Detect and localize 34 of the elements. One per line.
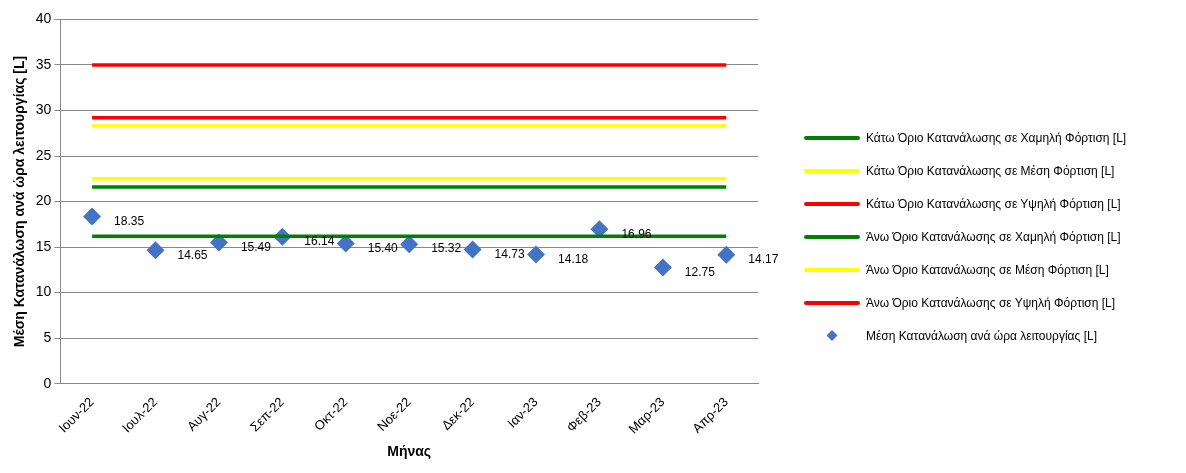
legend-label: Άνω Όριο Κατανάλωσης σε Μέση Φόρτιση [L] (866, 262, 1109, 277)
x-axis-title: Μήνας (387, 443, 432, 460)
y-tick-label: 0 (43, 374, 52, 391)
data-label: 14.73 (494, 246, 525, 261)
data-label: 16.14 (304, 234, 335, 249)
point (463, 240, 482, 259)
point (146, 241, 165, 260)
y-tick-label: 5 (43, 329, 52, 346)
data-label: 14.18 (558, 251, 589, 266)
legend-label: Κάτω Όριο Κατανάλωσης σε Μέση Φόρτιση [L] (866, 163, 1115, 178)
y-tick-label: 40 (35, 10, 52, 27)
data-label: 14.17 (748, 251, 779, 266)
legend-label: Άνω Όριο Κατανάλωσης σε Χαμηλή Φόρτιση [L] (866, 229, 1121, 244)
y-tick-label: 25 (35, 146, 52, 163)
legend-label: Άνω Όριο Κατανάλωσης σε Υψηλή Φόρτιση [L] (866, 295, 1116, 310)
data-label: 12.75 (684, 264, 716, 279)
data-label: 15.32 (431, 241, 462, 256)
legend-label: Κάτω Όριο Κατανάλωσης σε Υψηλή Φόρτιση [L] (866, 196, 1121, 211)
data-label: 14.65 (177, 247, 208, 262)
legend-label: Κάτω Όριο Κατανάλωσης σε Χαμηλή Φόρτιση [L] (866, 130, 1127, 145)
y-tick-label: 35 (35, 55, 52, 72)
data-label: 18.35 (114, 213, 145, 228)
point (527, 245, 546, 264)
y-axis-title: Μέση Κατανάλωση ανά ώρα λειτουργίας [L] (11, 55, 28, 348)
data-label: 15.49 (240, 239, 272, 254)
point (653, 258, 672, 277)
y-tick-label: 30 (35, 101, 52, 118)
legend-label: Μέση Κατανάλωση ανά ώρα λειτουργίας [L] (866, 328, 1097, 343)
y-tick-label: 15 (35, 237, 52, 254)
y-tick-label: 10 (35, 283, 52, 300)
y-tick-label: 20 (35, 192, 52, 209)
point (717, 245, 736, 264)
data-label: 15.40 (367, 240, 399, 255)
point (83, 207, 102, 226)
